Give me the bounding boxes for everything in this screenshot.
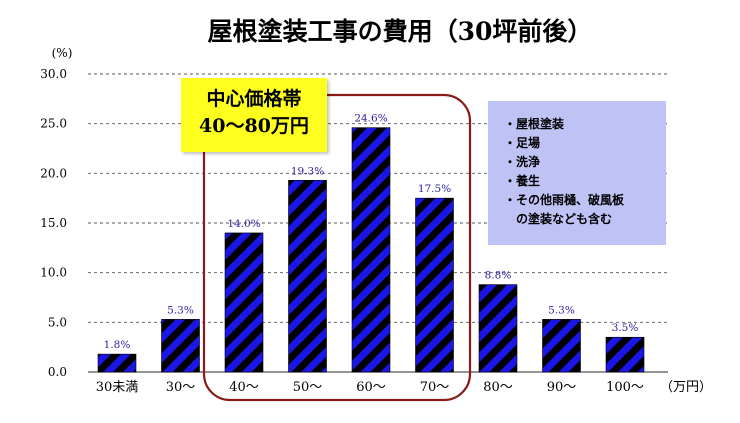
note-item: ・屋根塗装	[504, 117, 565, 131]
category-label: 70〜	[420, 380, 450, 395]
bars	[97, 127, 645, 373]
bar	[224, 232, 264, 373]
bar	[478, 284, 518, 373]
y-unit-label: (%)	[52, 46, 73, 60]
note-item: ・その他雨樋、破風板 の塗装なども含む	[504, 193, 625, 226]
y-tick-label: 20.0	[40, 166, 67, 180]
data-labels: 1.8% 5.3% 14.0% 19.3% 24.6% 17.5% 8.8% 5.3% 3.5%	[104, 113, 639, 351]
y-tick-label: 5.0	[48, 315, 67, 329]
note-item: ・洗浄	[504, 155, 541, 169]
data-label: 17.5%	[418, 183, 451, 195]
category-label: 50〜	[293, 380, 323, 395]
bar	[97, 353, 137, 373]
data-label: 8.8%	[485, 270, 512, 282]
category-label: 30〜	[166, 380, 196, 395]
category-label: 80〜	[483, 380, 513, 395]
category-label: 60〜	[356, 380, 386, 395]
data-label: 19.3%	[291, 165, 324, 177]
category-label: 100〜	[606, 380, 644, 395]
note-item: ・養生	[504, 174, 541, 188]
bar	[288, 179, 327, 373]
category-label: 90〜	[547, 380, 577, 395]
center-price-callout: 中心価格帯 40〜80万円	[181, 78, 327, 152]
data-label: 1.8%	[104, 339, 131, 351]
center-price-range-highlight	[202, 93, 472, 402]
callout-line2: 40〜80万円	[199, 115, 309, 137]
y-tick-label: 10.0	[40, 266, 67, 280]
bar	[161, 319, 200, 373]
note-item: ・足場	[504, 136, 541, 150]
y-tick-label: 15.0	[40, 216, 67, 230]
data-label: 14.0%	[227, 218, 260, 230]
bar	[605, 336, 645, 373]
bar	[542, 319, 581, 373]
data-label: 5.3%	[548, 304, 575, 316]
data-label: 24.6%	[354, 113, 387, 125]
bar	[415, 197, 454, 373]
category-label: 40〜	[229, 380, 259, 395]
y-tick-label: 30.0	[40, 67, 67, 81]
category-labels: 30未満 30〜 40〜 50〜 60〜 70〜 80〜 90〜 100〜	[96, 380, 644, 395]
data-label: 3.5%	[612, 322, 639, 334]
chart-title: 屋根塗装工事の費用（30坪前後）	[208, 17, 593, 46]
y-tick-label: 25.0	[40, 117, 67, 131]
x-unit-label: （万円）	[660, 380, 712, 395]
y-tick-label: 0.0	[48, 365, 67, 379]
category-label: 30未満	[96, 380, 139, 395]
data-label: 5.3%	[167, 304, 194, 316]
included-work-note: ・屋根塗装 ・足場 ・洗浄 ・養生 ・その他雨樋、破風板 の塗装なども含む	[488, 101, 666, 245]
callout-line1: 中心価格帯	[206, 88, 302, 110]
bar	[351, 127, 391, 373]
y-tick-labels: 0.0 5.0 10.0 15.0 20.0 25.0 30.0	[40, 67, 67, 379]
